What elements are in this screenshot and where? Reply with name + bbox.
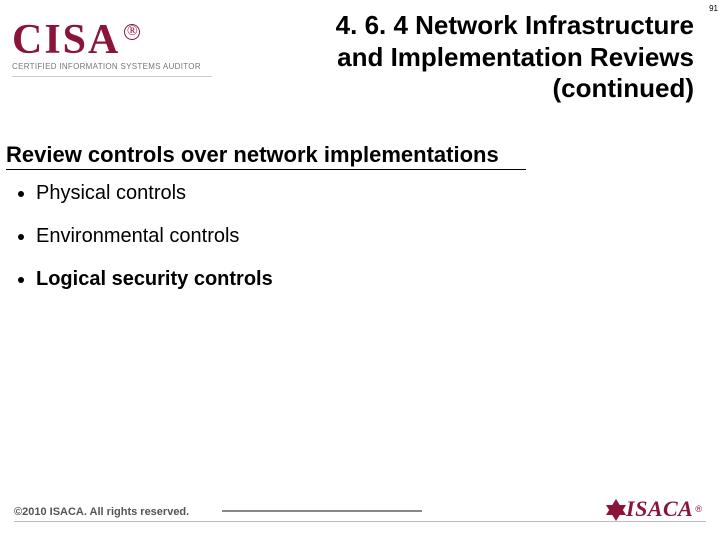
bullet-list: Physical controls Environmental controls… <box>18 182 273 311</box>
section-heading: Review controls over network implementat… <box>6 142 499 168</box>
slide-title: 4. 6. 4 Network Infrastructure and Imple… <box>224 10 694 105</box>
isaca-text: ISACA <box>626 496 693 522</box>
bullet-icon <box>18 191 24 197</box>
list-item: Environmental controls <box>18 225 273 248</box>
cisa-logo: CISA ® Certified Information Systems Aud… <box>12 16 212 71</box>
footer-short-rule <box>222 510 422 512</box>
registered-icon: ® <box>124 24 140 40</box>
title-line-2: and Implementation Reviews <box>224 42 694 74</box>
title-line-3: (continued) <box>224 73 694 105</box>
registered-icon: ® <box>695 504 702 514</box>
footer-rule <box>14 521 706 522</box>
copyright-text: ©2010 ISACA. All rights reserved. <box>14 506 189 518</box>
list-item: Physical controls <box>18 182 273 205</box>
heading-underline <box>6 169 526 170</box>
isaca-logo: ISACA ® <box>606 496 702 522</box>
logo-primary-text: CISA <box>12 16 120 64</box>
list-item: Logical security controls <box>18 268 273 291</box>
footer: ©2010 ISACA. All rights reserved. ISACA … <box>0 486 720 540</box>
bullet-text: Physical controls <box>36 182 186 205</box>
bullet-text: Environmental controls <box>36 225 239 248</box>
bullet-text: Logical security controls <box>36 268 273 291</box>
logo-divider <box>12 76 212 77</box>
bullet-icon <box>18 277 24 283</box>
slide: 91 CISA ® Certified Information Systems … <box>0 0 720 540</box>
logo-subtitle: Certified Information Systems Auditor <box>12 62 212 71</box>
bullet-icon <box>18 234 24 240</box>
page-number: 91 <box>709 4 718 13</box>
title-line-1: 4. 6. 4 Network Infrastructure <box>224 10 694 42</box>
star-icon <box>606 499 626 515</box>
